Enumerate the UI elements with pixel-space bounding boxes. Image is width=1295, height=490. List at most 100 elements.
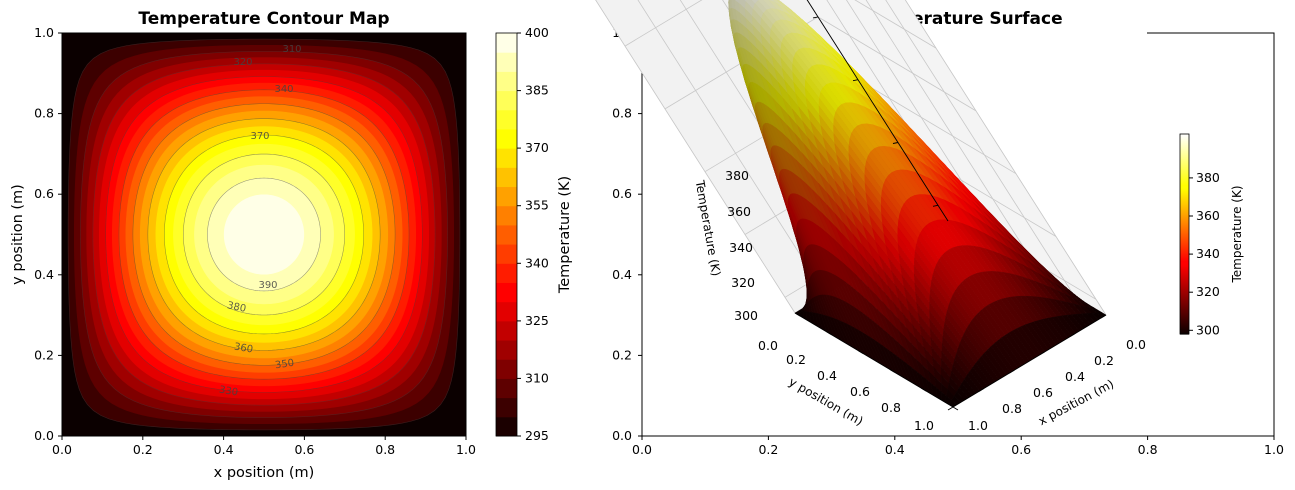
surface-colorbar-band — [1180, 302, 1189, 305]
surface-colorbar-band — [1180, 284, 1189, 287]
surface-colorbar-band — [1180, 294, 1189, 297]
colorbar-band — [496, 301, 517, 322]
surface-colorbar-band — [1180, 276, 1189, 279]
colorbar-label: Temperature (K) — [557, 176, 573, 294]
surface-colorbar-label: Temperature (K) — [1230, 185, 1244, 283]
surface-colorbar-band — [1180, 164, 1189, 167]
surface-colorbar-band — [1180, 222, 1189, 225]
surface-colorbar-band — [1180, 328, 1189, 331]
contour-xtick: 0.8 — [375, 442, 395, 457]
surface-colorbar-band — [1180, 332, 1189, 335]
surface-colorbar-band — [1180, 208, 1189, 211]
surface-colorbar-band — [1180, 318, 1189, 321]
surface-colorbar-band — [1180, 312, 1189, 315]
colorbar-tick: 355 — [525, 198, 549, 213]
contour-xtick: 0.6 — [294, 442, 314, 457]
surface-colorbar-tick: 320 — [1196, 284, 1220, 299]
contour-line — [92, 63, 436, 406]
surface-colorbar-band — [1180, 310, 1189, 313]
surface-y-tick-mark — [952, 406, 959, 411]
contour-x-ticks: 0.0 0.2 0.4 0.6 0.8 1.0 — [52, 436, 476, 457]
surface-colorbar-band — [1180, 262, 1189, 265]
colorbar-band — [496, 397, 517, 418]
colorbar-band — [496, 186, 517, 207]
surface-z-ticks: 300 320 340 360 380 — [725, 168, 758, 323]
surface-xtick: 0.0 — [1126, 337, 1146, 352]
surface-y-ticks: 0.0 0.2 0.4 0.6 0.8 1.0 — [758, 338, 934, 433]
surface-colorbar-band — [1180, 300, 1189, 303]
surface-colorbar-band — [1180, 192, 1189, 195]
surface-x-tick-mark — [1100, 314, 1107, 319]
surface-colorbar-band — [1180, 264, 1189, 267]
surface-xtick: 0.6 — [1033, 385, 1053, 400]
surface-x-tick-mark — [1070, 333, 1076, 337]
surface-colorbar-band — [1180, 272, 1189, 275]
contour-band — [223, 194, 305, 275]
surface-colorbar-band — [1180, 304, 1189, 307]
surface-colorbar-band — [1180, 234, 1189, 237]
surface-ytick: 0.0 — [758, 338, 778, 353]
colorbar-band — [496, 244, 517, 264]
contour-line — [105, 76, 423, 393]
surface-colorbar-band — [1180, 268, 1189, 271]
surface-gridline — [857, 79, 1017, 175]
outer-xtick: 0.6 — [1011, 442, 1031, 457]
surface-colorbar-band — [1180, 232, 1189, 235]
surface-colorbar-band — [1180, 148, 1189, 151]
surface-ztick: 320 — [731, 275, 755, 290]
surface-y-tick-mark — [857, 350, 864, 354]
surface-colorbar-band — [1180, 160, 1189, 163]
contour-labels: 310 320 340 370 390 380 360 350 330 — [218, 44, 301, 399]
outer-xtick: 0.0 — [632, 442, 652, 457]
colorbar-band — [496, 33, 517, 53]
surface-colorbar-band — [1180, 324, 1189, 327]
contour-ytick: 0.0 — [34, 428, 54, 443]
colorbar-band — [496, 128, 517, 149]
contour-fills — [62, 33, 466, 436]
surface-colorbar-band — [1180, 314, 1189, 317]
surface-ytick: 1.0 — [914, 418, 934, 433]
surface-colorbar-band — [1180, 162, 1189, 165]
surface-y-tick-mark — [921, 387, 927, 392]
surface-colorbar-tick: 340 — [1196, 246, 1220, 261]
contour-line — [164, 134, 364, 335]
surface-colorbar-band — [1180, 228, 1189, 231]
surface-gridline — [817, 16, 977, 112]
surface-colorbar-band — [1180, 210, 1189, 213]
surface-colorbar-band — [1180, 150, 1189, 153]
surface-colorbar-band — [1180, 242, 1189, 245]
colorbar-band — [496, 340, 517, 360]
surface-colorbar-band — [1180, 288, 1189, 291]
contour-y-axis-label: y position (m) — [10, 184, 26, 285]
surface-colorbar-band — [1180, 278, 1189, 281]
surface-ytick: 0.8 — [881, 400, 901, 415]
surface-colorbar-band — [1180, 212, 1189, 215]
colorbar-band — [496, 359, 517, 379]
surface-colorbar-band — [1180, 320, 1189, 323]
surface-z-tick-mark — [892, 142, 899, 144]
surface-ytick: 0.6 — [850, 384, 870, 399]
surface-gridline — [854, 0, 937, 49]
contour-xtick: 1.0 — [456, 442, 476, 457]
surface-gridline — [885, 0, 1075, 297]
surface-colorbar-band — [1180, 144, 1189, 147]
surface-mesh — [728, 0, 1107, 408]
surface-colorbar-band — [1180, 330, 1189, 333]
colorbar-tick: 325 — [525, 313, 549, 328]
surface-colorbar-band — [1180, 296, 1189, 299]
surface-outer-x-ticks: 0.0 0.2 0.4 0.6 0.8 1.0 — [632, 436, 1284, 457]
surface-colorbar-band — [1180, 178, 1189, 181]
colorbar-band — [496, 224, 517, 245]
contour-xtick: 0.2 — [133, 442, 153, 457]
surface-colorbar-band — [1180, 170, 1189, 173]
surface-y-axis-line — [952, 314, 1107, 408]
surface-colorbar-band — [1180, 190, 1189, 193]
contour-x-axis-label: x position (m) — [214, 465, 315, 481]
contour-label-390: 390 — [258, 280, 277, 291]
surface-colorbar: 300 320 340 360 380 Temperature (K) — [1179, 133, 1244, 337]
contour-colorbar: 295 310 325 340 355 370 385 400 Temperat… — [495, 25, 573, 443]
colorbar-band — [496, 167, 517, 188]
colorbar-band — [496, 416, 517, 437]
surface-colorbar-band — [1180, 206, 1189, 209]
surface-colorbar-band — [1180, 322, 1189, 325]
